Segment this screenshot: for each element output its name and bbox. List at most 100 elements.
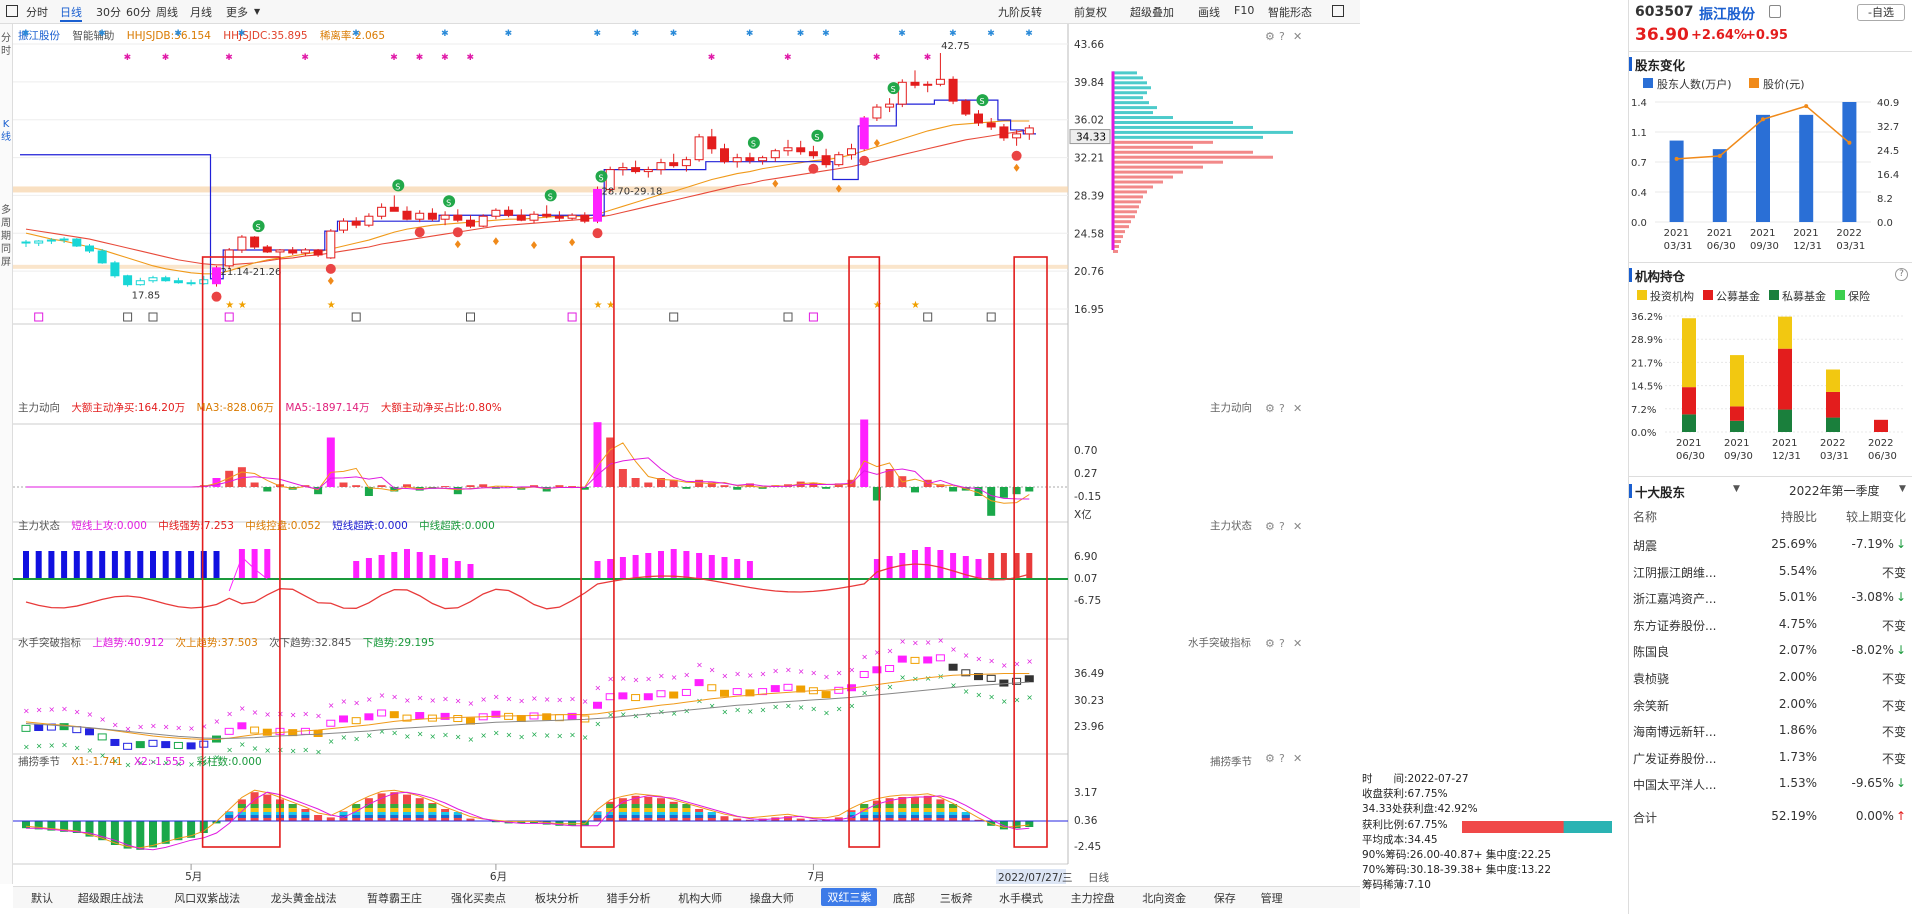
left-multi[interactable]: 多周期同屏	[1, 205, 11, 268]
marker-star: ✱	[238, 29, 246, 39]
table-row[interactable]: 东方证券股份... 4.75% 不变	[1629, 617, 1912, 635]
strategy-tab[interactable]: 超级跟庄战法	[77, 892, 144, 905]
holder-pct: 1.86%	[1778, 723, 1817, 738]
add-watchlist-button[interactable]: -自选	[1857, 4, 1905, 21]
stock-name-label[interactable]: 振江股份	[18, 30, 60, 42]
strategy-tab[interactable]: 暂尊霸王庄	[367, 892, 422, 905]
chip-bar	[1113, 249, 1118, 253]
sailor-x-top: ×	[493, 692, 500, 701]
state-bar	[111, 551, 118, 579]
table-row[interactable]: 浙江嘉鸿资产... 5.01% -3.08% ↓	[1629, 590, 1912, 608]
state-bar	[378, 555, 385, 579]
season-band	[644, 804, 653, 808]
season-band	[441, 812, 450, 815]
sailor-bar	[897, 655, 907, 663]
season-band	[250, 804, 259, 808]
chevron-down-icon[interactable]: ▼	[254, 7, 261, 16]
strategy-tab[interactable]: 猎手分析	[606, 892, 651, 905]
table-row[interactable]: 袁桢骁 2.00% 不变	[1629, 670, 1912, 688]
sell-signal-text: S	[256, 223, 261, 232]
season-bar	[999, 821, 1008, 830]
chaoji-button[interactable]: 超级叠加	[1130, 6, 1174, 19]
state-bar	[429, 555, 436, 579]
sailor-x-top: ×	[709, 666, 716, 675]
table-row[interactable]: 中国太平洋人... 1.53% -9.65% ↓	[1629, 776, 1912, 794]
strategy-tab[interactable]: 保存	[1213, 892, 1236, 905]
strategy-tab[interactable]: 底部	[893, 892, 915, 905]
holder-name: 余笑新	[1633, 698, 1670, 713]
sidebar-toggle-icon[interactable]	[6, 5, 18, 17]
lock-icon[interactable]	[1769, 5, 1781, 18]
period-select[interactable]: 2022年第一季度	[1789, 484, 1880, 498]
strategy-tab[interactable]: 龙头黄金战法	[270, 892, 337, 905]
season-bar	[72, 821, 81, 833]
sailor-x-top: ×	[874, 648, 881, 657]
strategy-tab[interactable]: 三板斧	[939, 892, 973, 905]
sailor-x-top: ×	[188, 724, 195, 733]
table-row[interactable]: 胡震 25.69% -7.19% ↓	[1629, 537, 1912, 555]
tab-fenshi[interactable]: 分时	[26, 6, 48, 19]
table-row[interactable]: 江阴振江朗维... 5.54% 不变	[1629, 564, 1912, 582]
tab-more[interactable]: 更多	[226, 6, 248, 19]
sailor-x-bot: ×	[595, 719, 602, 728]
strategy-tab[interactable]: 强化买卖点	[451, 892, 506, 905]
strategy-tab[interactable]: 操盘大师	[749, 892, 794, 905]
sell-signal-icon	[747, 136, 760, 149]
right-sidebar: 603507 振江股份 -自选 36.90 +2.64% +0.95 股东变化 …	[1628, 0, 1912, 914]
table-row[interactable]: 余笑新 2.00% 不变	[1629, 697, 1912, 715]
season-bar	[187, 821, 196, 838]
sailor-bar	[707, 684, 717, 692]
sailor-bar	[859, 670, 869, 678]
strategy-tab[interactable]: 风口双紫战法	[174, 892, 241, 905]
strategy-tab[interactable]: 双红三紫	[821, 888, 878, 906]
sell-signal-text: S	[980, 97, 985, 106]
left-fenshi[interactable]: 分时	[1, 33, 11, 57]
table-row[interactable]: 海南博远新轩... 1.86% 不变	[1629, 723, 1912, 741]
strategy-tab[interactable]: 主力控盘	[1070, 892, 1115, 905]
sailor-x-top: ×	[836, 668, 843, 677]
kline-legend: 振江股份 智能辅助 HHJSJDB:36.154 HHJSJDC:35.895 …	[18, 28, 394, 43]
f10-button[interactable]: F10	[1234, 4, 1255, 17]
tab-rixian[interactable]: 日线	[60, 4, 82, 22]
marker-star: ✱	[505, 29, 513, 39]
flow-bar	[885, 469, 894, 487]
sailor-bar	[923, 656, 933, 664]
aux-label[interactable]: 智能辅助	[72, 30, 115, 42]
season-bar	[784, 816, 792, 821]
table-row[interactable]: 陈国良 2.07% -8.02% ↓	[1629, 643, 1912, 661]
top10-total-row[interactable]: 合计 52.19% 0.00% ↑	[1629, 809, 1912, 827]
chip-bar	[1113, 76, 1143, 80]
season-band	[364, 812, 373, 815]
tab-30min[interactable]: 30分	[96, 6, 121, 19]
tab-60min[interactable]: 60分	[126, 6, 151, 19]
panel-toggle-icon[interactable]	[1332, 5, 1344, 17]
zhineng-button[interactable]: 智能形态	[1268, 6, 1312, 19]
help-icon[interactable]: ?	[1895, 268, 1908, 281]
tab-yuexian[interactable]: 月线	[190, 6, 212, 19]
left-kline[interactable]: K线	[1, 119, 11, 143]
sailor-x-top: ×	[531, 694, 538, 703]
chevron-down-icon[interactable]: ▼	[1733, 484, 1740, 494]
flow-bar	[695, 479, 704, 487]
main-chart[interactable]: 43.66 39.84 36.02 32.21 28.39 24.58 20.76 16.95…	[13, 24, 1360, 886]
diamond-icon	[492, 237, 499, 246]
huaxian-button[interactable]: 画线	[1198, 6, 1220, 19]
strategy-tab[interactable]: 机构大师	[678, 892, 723, 905]
tab-zhouxian[interactable]: 周线	[156, 6, 178, 19]
sailor-x-top: ×	[112, 720, 119, 729]
strategy-tab[interactable]: 默认	[31, 892, 53, 905]
marker-star: ✱	[949, 29, 957, 39]
chevron-down-icon[interactable]: ▼	[1899, 484, 1906, 494]
jiujie-button[interactable]: 九阶反转	[998, 6, 1042, 19]
sailor-x-bot: ×	[696, 697, 703, 706]
strategy-tab[interactable]: 管理	[1260, 892, 1283, 905]
strategy-tab[interactable]: 水手模式	[999, 892, 1043, 905]
table-row[interactable]: 广发证券股份... 1.73% 不变	[1629, 750, 1912, 768]
strategy-tab[interactable]: 北向资金	[1142, 892, 1187, 905]
section-marker	[1629, 57, 1632, 71]
state-bar	[721, 557, 728, 579]
stock-name[interactable]: 振江股份	[1699, 7, 1755, 23]
strategy-tab[interactable]: 板块分析	[535, 892, 579, 905]
fuquan-button[interactable]: 前复权	[1074, 6, 1107, 19]
candle	[974, 113, 983, 124]
